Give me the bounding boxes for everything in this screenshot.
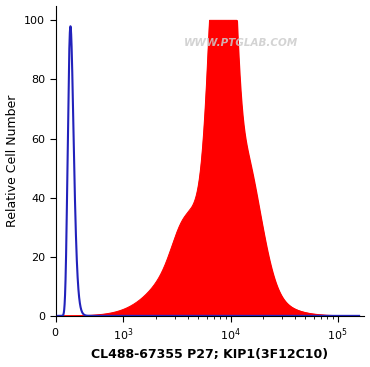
Y-axis label: Relative Cell Number: Relative Cell Number [6, 95, 18, 227]
X-axis label: CL488-67355 P27; KIP1(3F12C10): CL488-67355 P27; KIP1(3F12C10) [91, 348, 329, 361]
Text: WWW.PTGLAB.COM: WWW.PTGLAB.COM [184, 38, 298, 48]
